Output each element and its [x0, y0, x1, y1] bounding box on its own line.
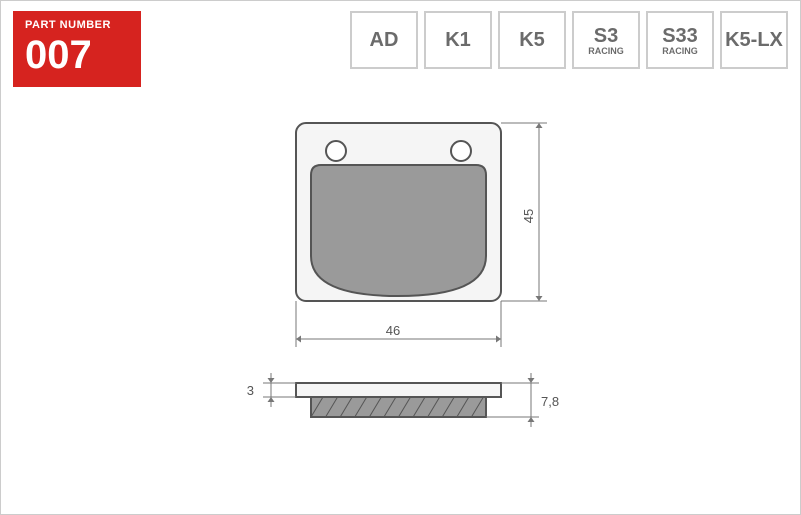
- variant-k5-lx: K5-LX: [720, 11, 788, 69]
- variant-main: S3: [594, 25, 618, 48]
- svg-text:3: 3: [246, 383, 253, 398]
- variant-ad: AD: [350, 11, 418, 69]
- variant-main: AD: [370, 29, 399, 52]
- variant-k1: K1: [424, 11, 492, 69]
- svg-text:45: 45: [521, 209, 536, 223]
- variant-sub: RACING: [662, 46, 698, 56]
- variant-main: K5: [519, 29, 545, 52]
- svg-text:46: 46: [385, 323, 399, 338]
- variant-list: ADK1K5S3RACINGS33RACINGK5-LX: [350, 11, 788, 69]
- part-number-label: PART NUMBER: [25, 19, 129, 31]
- variant-s33: S33RACING: [646, 11, 714, 69]
- variant-s3: S3RACING: [572, 11, 640, 69]
- technical-drawing: 45 46 7,8 3: [1, 101, 800, 514]
- variant-main: K5-LX: [725, 29, 783, 52]
- variant-sub: RACING: [588, 46, 624, 56]
- svg-text:7,8: 7,8: [541, 394, 559, 409]
- part-number-value: 007: [25, 33, 129, 77]
- variant-k5: K5: [498, 11, 566, 69]
- variant-main: S33: [662, 25, 698, 48]
- variant-main: K1: [445, 29, 471, 52]
- part-number-badge: PART NUMBER 007: [13, 11, 141, 87]
